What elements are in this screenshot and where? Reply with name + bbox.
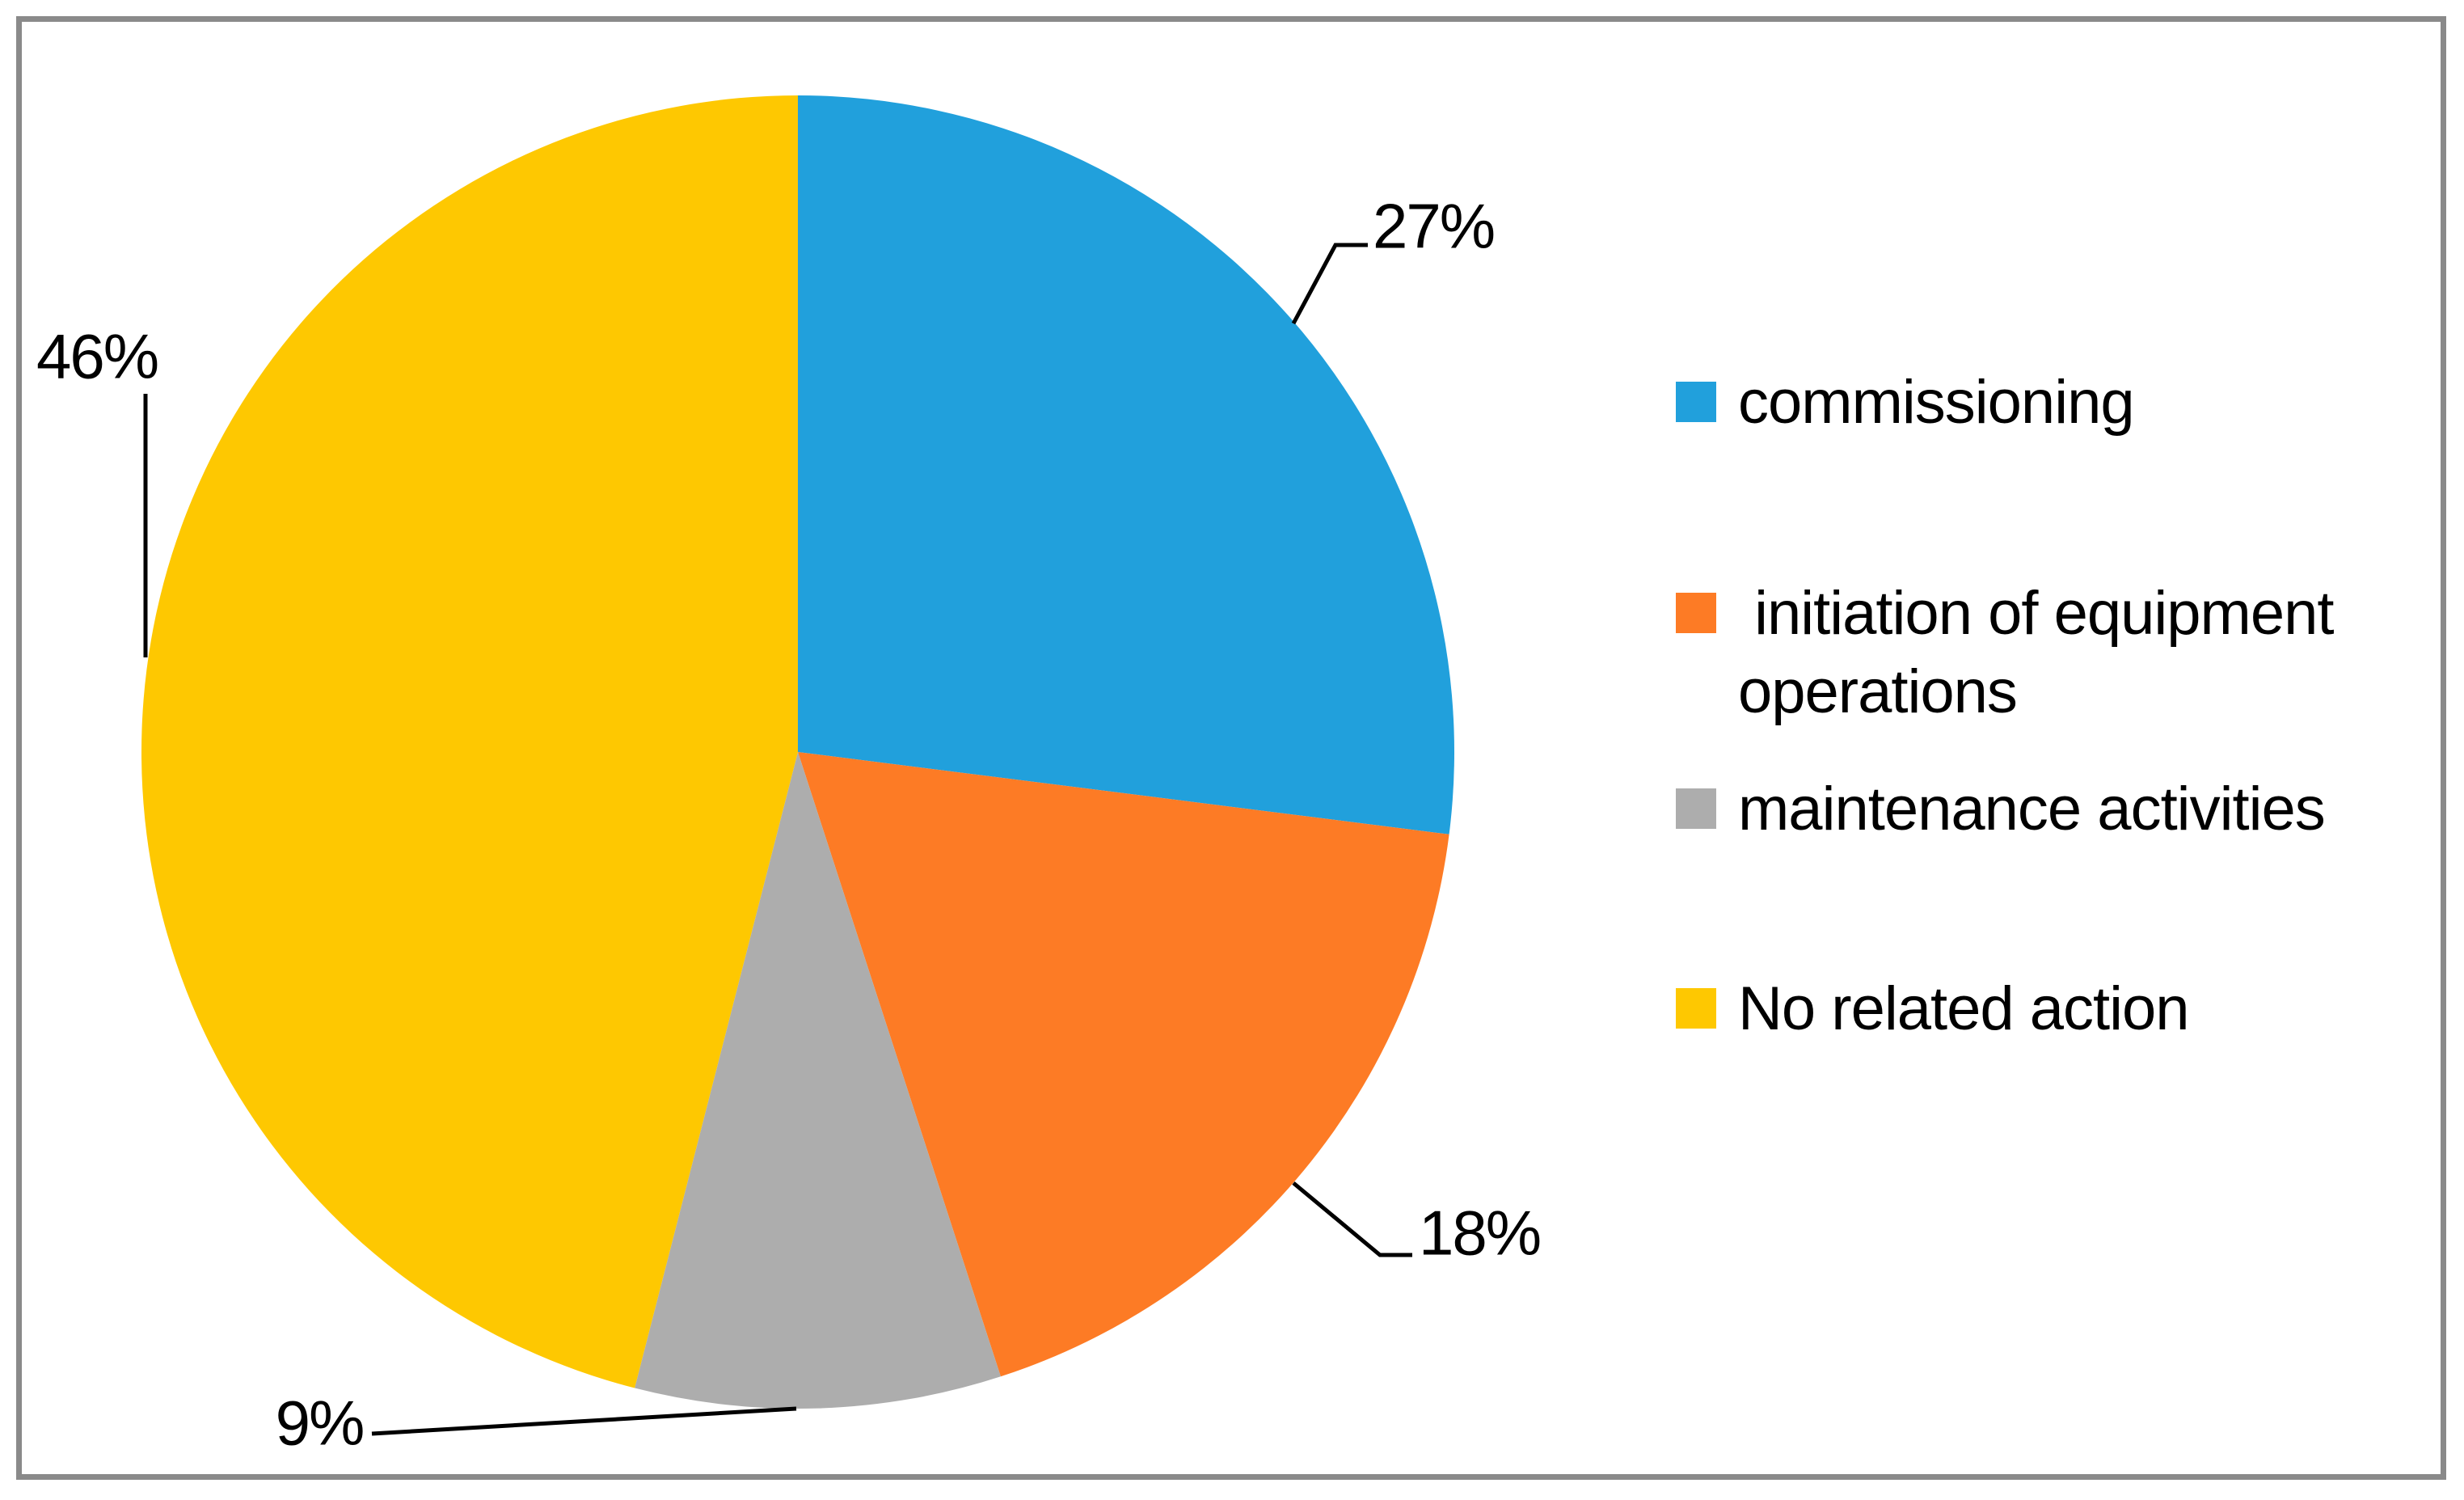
data-label-18pct: 18% [1418, 1197, 1542, 1269]
pie-slice-commissioning [798, 95, 1455, 835]
legend-item-maintenance-activities: maintenance activities [1676, 770, 2326, 848]
data-label-46pct: 46% [36, 320, 159, 392]
legend-item-commissioning: commissioning [1676, 363, 2135, 442]
leader-lines [143, 243, 1412, 1436]
legend-label-initiation: initiation of equipment operations [1738, 579, 2334, 726]
leader-line-18pct [1292, 1181, 1412, 1257]
legend-item-initiation-of-equipment-operations: initiation of equipment operations [1676, 574, 2334, 731]
pie-slice-initiation-of-equipment-operations [798, 752, 1449, 1377]
legend-item-no-related-action: No related action [1676, 970, 2190, 1048]
legend-swatch-no-related-action-icon [1676, 988, 1716, 1029]
data-label-9pct: 9% [275, 1387, 365, 1459]
leader-line-27pct [1291, 243, 1368, 325]
pie-slices [141, 95, 1455, 1409]
legend-label-maintenance: maintenance activities [1738, 775, 2326, 843]
leader-line-9pct [371, 1406, 797, 1436]
legend-swatch-commissioning-icon [1676, 382, 1716, 422]
legend-swatch-initiation-icon [1676, 593, 1716, 633]
legend-label-no-related-action: No related action [1738, 974, 2190, 1043]
legend-swatch-maintenance-icon [1676, 788, 1716, 829]
data-label-27pct: 27% [1372, 190, 1496, 262]
pie-slice-maintenance-activities [635, 752, 1001, 1409]
pie-slice-no-related-action [141, 95, 798, 1388]
legend-label-commissioning: commissioning [1738, 368, 2135, 437]
